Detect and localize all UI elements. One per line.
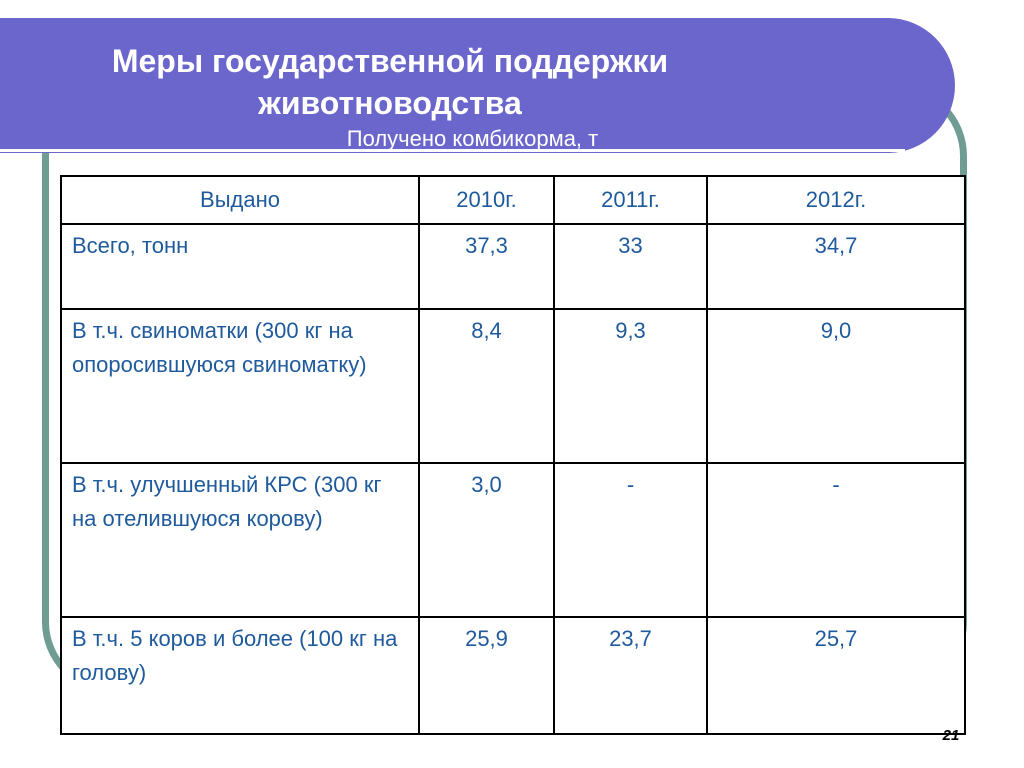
header-2011: 2011г. [553,175,708,225]
row-label: В т.ч. свиноматки (300 кг на опоросившую… [60,308,420,464]
slide-title: Меры государственной поддержки животново… [0,40,780,124]
title-banner: Меры государственной поддержки животново… [0,18,955,153]
header-2010: 2010г. [418,175,555,225]
header-2012: 2012г. [706,175,966,225]
table-row: Всего, тонн 37,3 33 34,7 [60,223,966,310]
cell-2010: 8,4 [418,308,555,464]
cell-2010: 3,0 [418,462,555,618]
cell-2011: 33 [553,223,708,310]
slide-subtitle: Получено комбикорма, т [346,126,599,151]
table-row: В т.ч. свиноматки (300 кг на опоросившую… [60,308,966,464]
table-row: В т.ч. 5 коров и более (100 кг на голову… [60,616,966,735]
row-label: В т.ч. 5 коров и более (100 кг на голову… [60,616,420,735]
cell-2012: - [706,462,966,618]
feed-table: Выдано 2010г. 2011г. 2012г. Всего, тонн … [60,175,966,735]
banner-underline [0,149,905,152]
cell-2012: 9,0 [706,308,966,464]
cell-2010: 25,9 [418,616,555,735]
cell-2012: 34,7 [706,223,966,310]
title-line-1: Меры государственной поддержки [111,43,669,79]
cell-2011: - [553,462,708,618]
page-number: 21 [942,727,960,744]
title-line-2: животноводства [258,85,522,121]
cell-2011: 9,3 [553,308,708,464]
cell-2010: 37,3 [418,223,555,310]
cell-2012: 25,7 [706,616,966,735]
table-header-row: Выдано 2010г. 2011г. 2012г. [60,175,966,225]
row-label: Всего, тонн [60,223,420,310]
table-row: В т.ч. улучшенный КРС (300 кг на отеливш… [60,462,966,618]
row-label: В т.ч. улучшенный КРС (300 кг на отеливш… [60,462,420,618]
header-issued: Выдано [60,175,420,225]
cell-2011: 23,7 [553,616,708,735]
